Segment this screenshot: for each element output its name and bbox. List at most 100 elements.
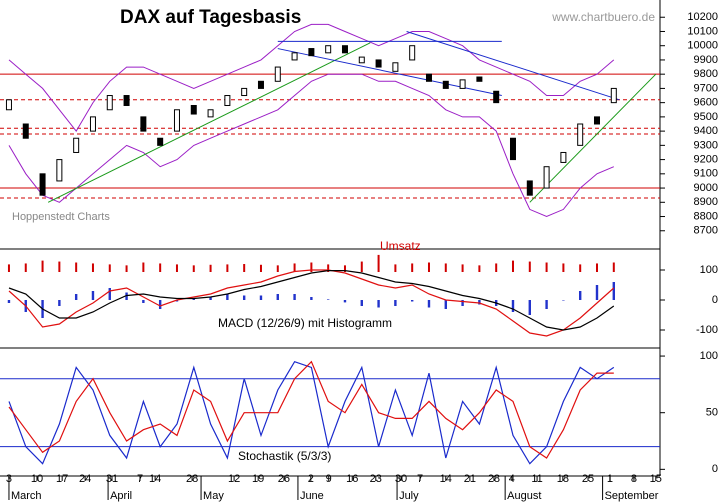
y-tick-label: 10100 [687,25,718,37]
candle [593,116,600,125]
histogram-bar [226,294,229,300]
volume-bar [243,264,246,272]
y-tick-label: -100 [696,324,718,336]
month-label: June [300,490,324,502]
chart-title: DAX auf Tagesbasis [120,7,301,28]
candle [341,45,348,54]
volume-bar [293,263,296,272]
volume-bar [125,265,128,272]
x-tick-label: 15 [650,473,662,485]
month-label: August [507,490,541,502]
histogram-bar [259,295,263,300]
candle [375,59,382,68]
candle [392,62,399,72]
candle [610,87,617,104]
indicator-line [8,360,614,459]
candle [140,116,147,132]
candle [308,48,315,57]
candle [56,159,63,182]
x-tick-label: 12 [228,473,240,485]
x-tick-label: 17 [56,473,68,485]
volume-bar [41,260,44,272]
x-tick-label: 24 [79,473,91,485]
volume-bar [394,264,397,272]
histogram-bar [595,285,599,300]
candle [325,45,332,54]
histogram-bar [58,300,61,306]
x-tick-label: 14 [149,473,161,485]
x-tick-label: 21 [464,473,476,485]
x-tick-label: 7 [417,473,423,485]
x-tick-label: 8 [631,473,637,485]
volume-bar [209,264,212,272]
histogram-bar [276,294,279,300]
volume-bar [495,263,498,272]
histogram-bar [578,291,582,300]
candle [526,180,533,196]
x-tick-label: 28 [488,473,500,485]
volume-bar [75,262,78,272]
panel-title: Stochastik (5/3/3) [238,449,331,463]
candle [257,80,264,89]
volume-bar [91,263,94,272]
plot-area: 8700880089009000910092009300940095009600… [0,11,718,502]
x-tick-label: 2 [308,473,314,485]
x-tick-label: 26 [278,473,290,485]
candle [493,90,500,104]
volume-bar [377,254,380,272]
y-tick-label: 9900 [694,54,718,66]
volume-bar [192,265,195,272]
volume-bar [7,264,10,272]
histogram-bar [343,300,347,303]
candle [509,137,516,161]
y-tick-label: 9700 [694,82,718,94]
candle [543,166,550,189]
histogram-bar [125,292,128,300]
x-tick-label: 16 [346,473,358,485]
candle [459,79,466,89]
histogram-bar [461,300,464,306]
x-tick-label: 30 [395,473,407,485]
histogram-bar [394,300,397,306]
y-tick-label: 10200 [687,11,718,23]
candle [5,99,12,111]
histogram-bar [142,300,145,303]
volume-bar [595,263,598,272]
x-tick-label: 4 [509,473,515,485]
x-tick-label: 14 [440,473,452,485]
y-tick-label: 100 [700,264,718,276]
candle [358,56,365,64]
histogram-bar [511,300,515,312]
volume-bar [343,265,346,272]
month-label: March [11,490,42,502]
indicator-line [8,270,615,331]
candle [73,137,80,153]
y-tick-label: 9600 [694,97,718,109]
histogram-bar [545,300,548,309]
candle [39,173,46,196]
note: Hoppenstedt Charts [12,211,110,223]
candle [560,151,567,163]
month-label: September [605,490,659,502]
histogram-bar [310,297,313,300]
bollinger-band [8,23,615,132]
volume-bar [175,264,178,272]
volume-bar [461,264,464,272]
candle [207,109,214,118]
y-tick-label: 9100 [694,168,718,180]
histogram-bar [74,294,78,300]
x-tick-label: 18 [557,473,569,485]
histogram-bar [175,300,179,302]
indicator-line [8,360,615,465]
y-tick-label: 9000 [694,182,718,194]
x-tick-label: 9 [326,473,332,485]
volume-bar [259,264,262,272]
y-tick-label: 10000 [687,40,718,52]
y-tick-label: 9200 [694,153,718,165]
candle [274,66,281,82]
volume-bar [360,261,363,272]
candle [190,104,197,115]
volume-bar [511,260,514,272]
y-tick-label: 0 [712,294,718,306]
